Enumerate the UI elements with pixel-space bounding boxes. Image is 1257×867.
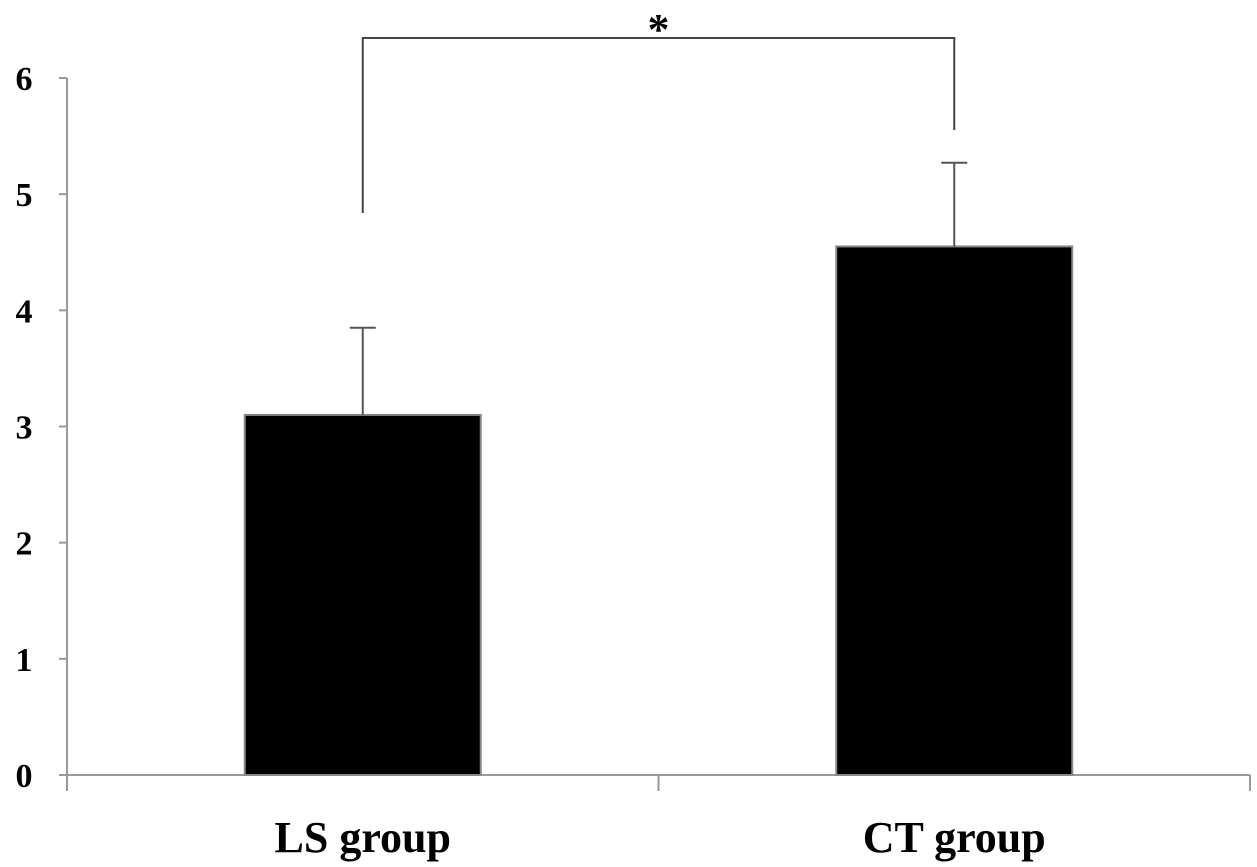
bars: [243, 245, 1074, 777]
y-tick-label: 5: [16, 177, 33, 214]
significance-bracket: [361, 37, 956, 213]
x-tick-label: LS group: [275, 813, 452, 862]
y-tick-label: 6: [16, 61, 33, 98]
y-tick-label: 0: [16, 758, 33, 795]
y-tick-label: 2: [16, 526, 33, 563]
bar: [243, 413, 482, 776]
error-bars: [349, 161, 968, 415]
y-tick-label: 4: [16, 293, 33, 330]
annotations: *: [361, 5, 956, 213]
y-axis-ticks: 0 1 2 3 4 5 6: [16, 61, 67, 795]
bar: [835, 245, 1074, 777]
y-tick-label: 1: [16, 642, 33, 679]
x-axis-labels: LS group CT group: [275, 813, 1046, 862]
y-tick-label: 3: [16, 410, 33, 447]
significance-marker: *: [648, 5, 670, 54]
x-tick-label: CT group: [863, 813, 1046, 862]
